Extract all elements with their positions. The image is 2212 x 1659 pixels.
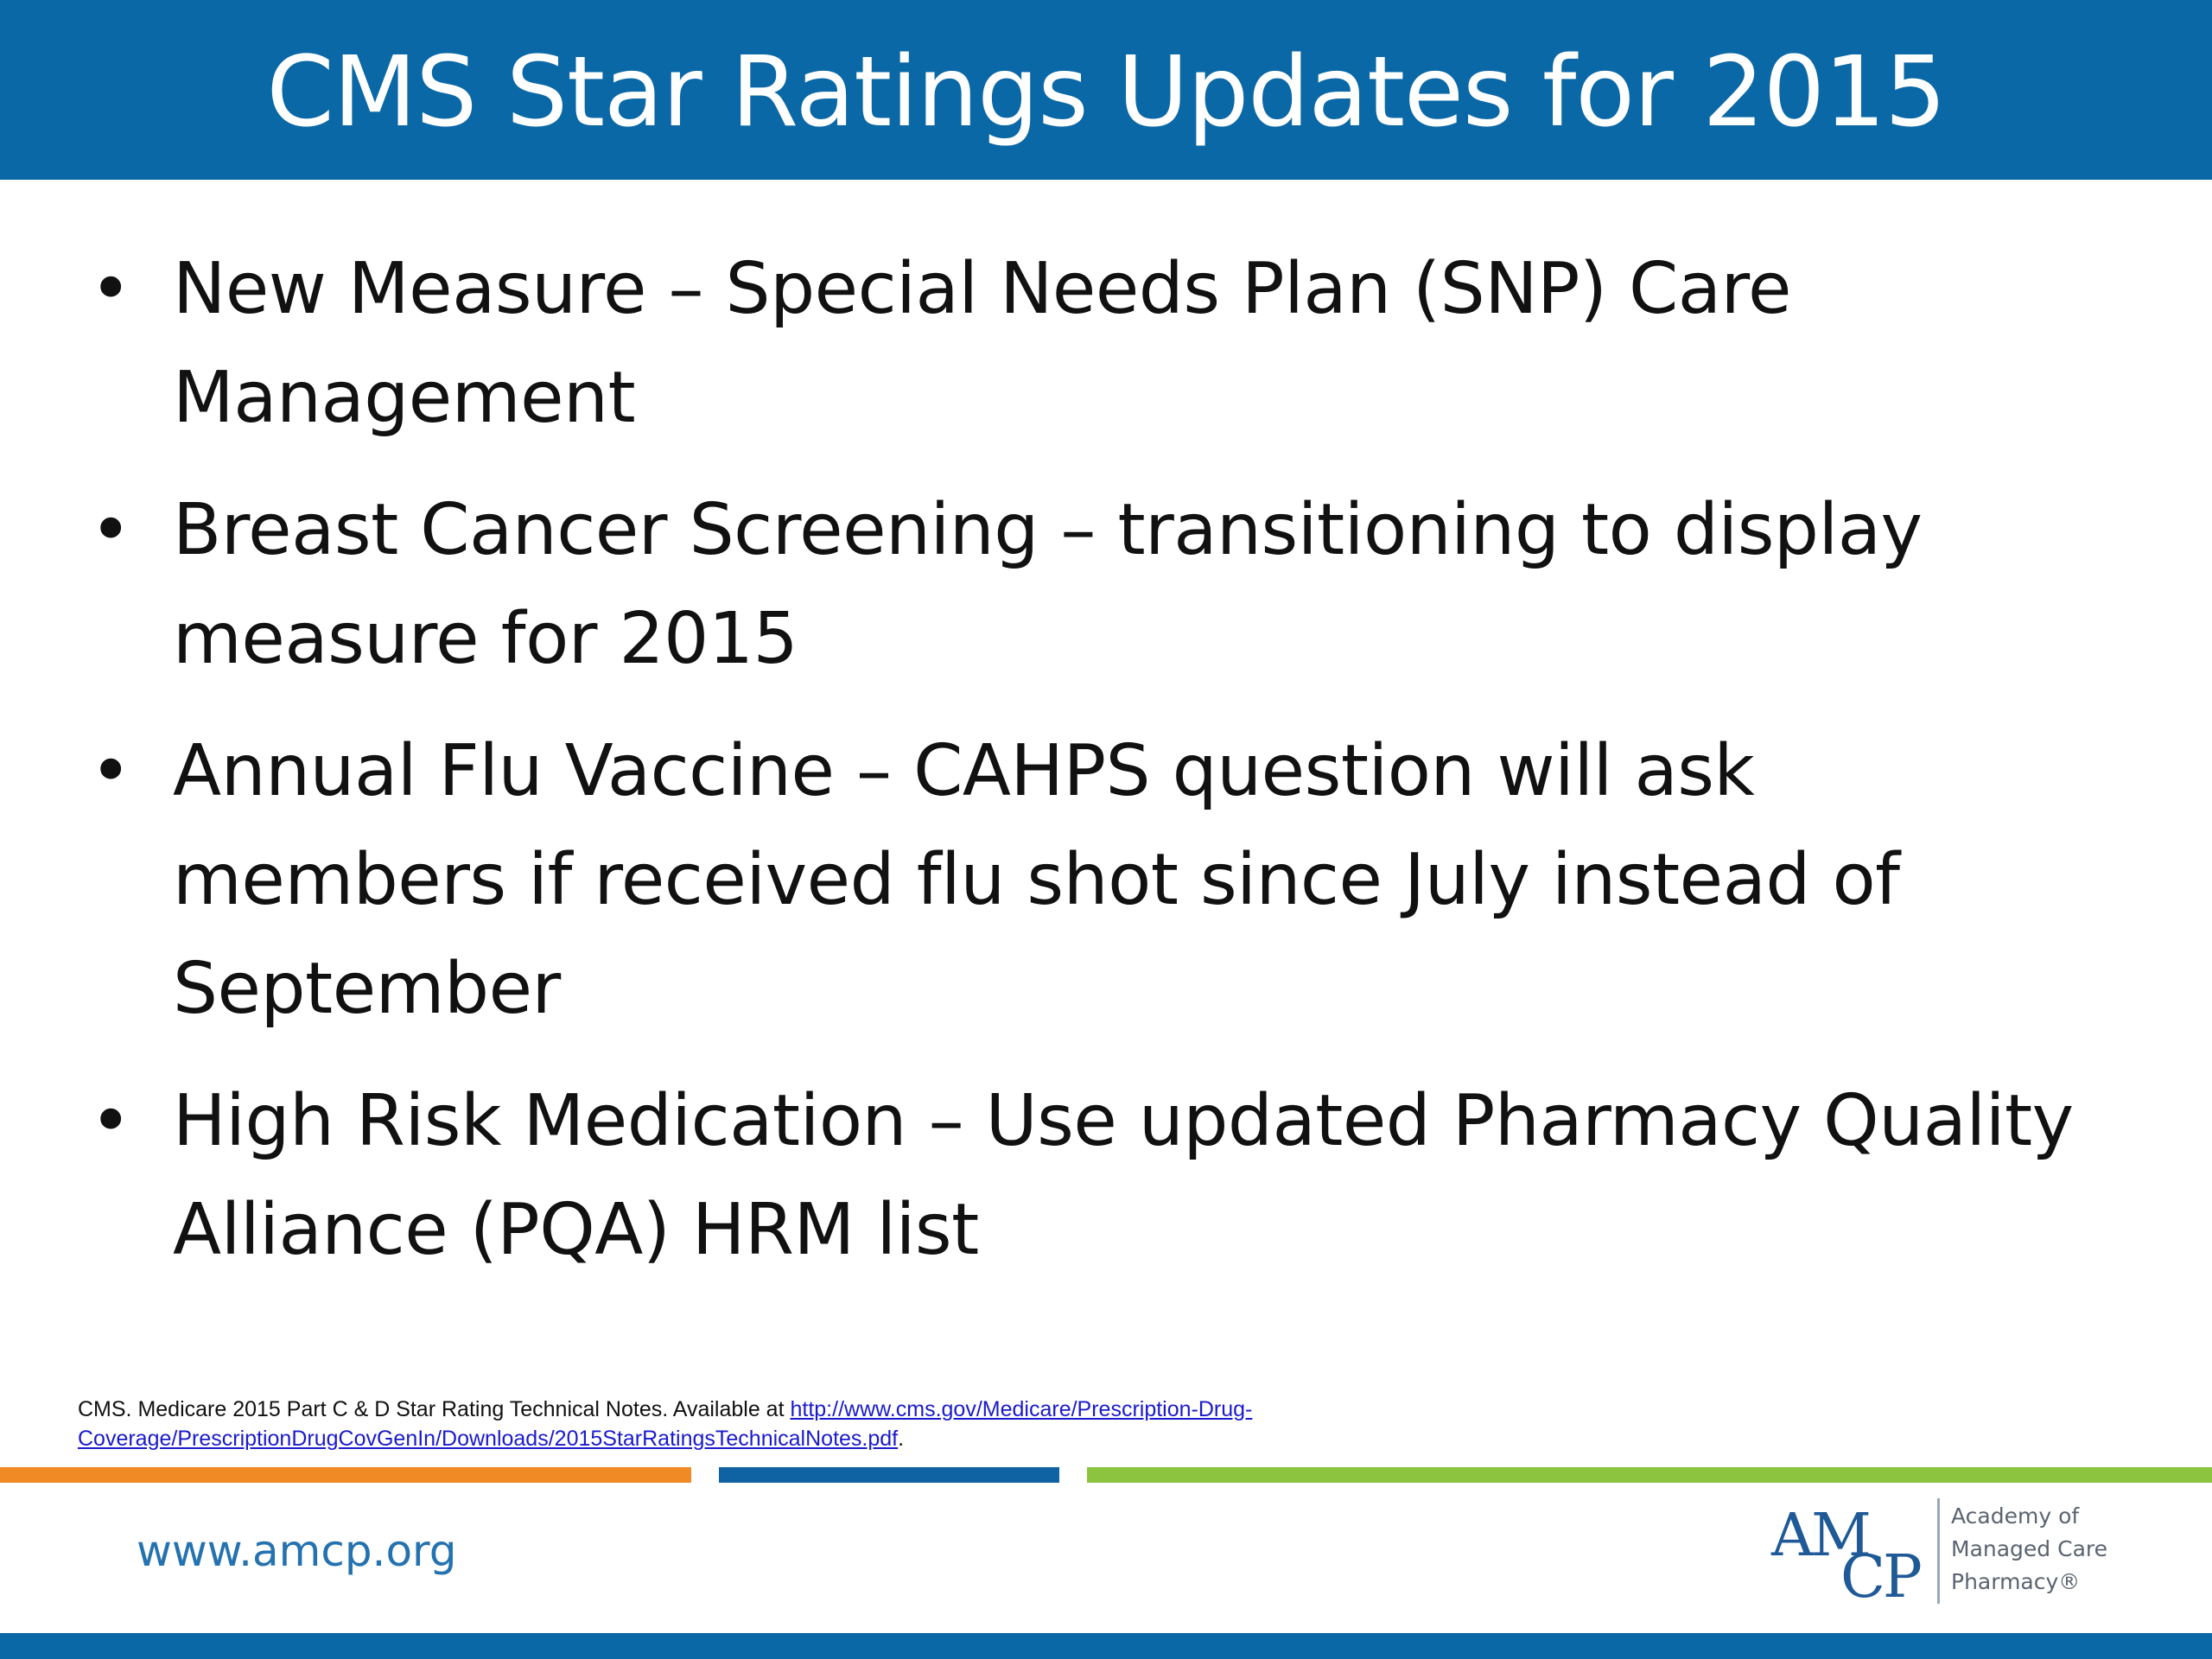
bullet-text: High Risk Medication – Use updated Pharm…: [173, 1080, 2074, 1271]
bullet-text: Annual Flu Vaccine – CAHPS question will…: [173, 730, 1900, 1030]
logo-cp-letters: CP: [1840, 1543, 1923, 1611]
citation-link[interactable]: http://www.cms.gov/Medicare/Prescription…: [78, 1397, 1253, 1451]
bullet-dot-icon: •: [90, 1080, 131, 1162]
bullet-item: • High Risk Medication – Use updated Pha…: [90, 1067, 2091, 1285]
slide-title: CMS Star Ratings Updates for 2015: [266, 36, 1946, 149]
footer-stripe-green: [1087, 1467, 2212, 1483]
logo-line-3: Pharmacy®: [1951, 1569, 2081, 1594]
bullet-dot-icon: •: [90, 248, 131, 330]
bullet-dot-icon: •: [90, 730, 131, 812]
logo-line-1: Academy of: [1951, 1503, 2080, 1529]
citation-text: CMS. Medicare 2015 Part C & D Star Ratin…: [78, 1397, 791, 1421]
amcp-logo-mark: AM CP: [1763, 1495, 1936, 1611]
footer-stripe-orange: [0, 1467, 691, 1483]
title-bar: [0, 0, 2212, 180]
bottom-bar: [0, 1633, 2212, 1659]
logo-text: Academy of Managed Care Pharmacy®: [1951, 1500, 2107, 1599]
bullet-item: • New Measure – Special Needs Plan (SNP)…: [90, 235, 2091, 453]
bullet-item: • Breast Cancer Screening – transitionin…: [90, 476, 2091, 694]
logo-line-2: Managed Care: [1951, 1536, 2108, 1561]
bullet-item: • Annual Flu Vaccine – CAHPS question wi…: [90, 717, 2091, 1044]
bullet-dot-icon: •: [90, 489, 131, 571]
footer-stripe-blue: [719, 1467, 1059, 1483]
amcp-logo: AM CP Academy of Managed Care Pharmacy®: [1763, 1495, 2177, 1616]
citation: CMS. Medicare 2015 Part C & D Star Ratin…: [78, 1395, 1547, 1453]
logo-am-letters: AM: [1771, 1502, 1872, 1570]
website-url[interactable]: www.amcp.org: [137, 1526, 457, 1576]
logo-divider: [1937, 1498, 1940, 1604]
citation-suffix: .: [898, 1427, 905, 1451]
bullet-text: Breast Cancer Screening – transitioning …: [173, 489, 1923, 680]
bullet-text: New Measure – Special Needs Plan (SNP) C…: [173, 248, 1791, 439]
bullet-list: • New Measure – Special Needs Plan (SNP)…: [90, 235, 2091, 1308]
